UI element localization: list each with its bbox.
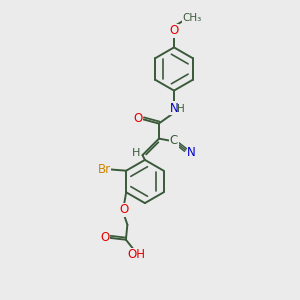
Text: C: C: [170, 134, 178, 148]
Text: O: O: [134, 112, 142, 125]
Text: N: N: [169, 101, 178, 115]
Text: CH₃: CH₃: [182, 13, 202, 23]
Text: N: N: [187, 146, 196, 159]
Text: O: O: [119, 203, 128, 216]
Text: H: H: [177, 104, 184, 114]
Text: O: O: [169, 24, 178, 38]
Text: H: H: [132, 148, 140, 158]
Text: O: O: [100, 231, 110, 244]
Text: OH: OH: [127, 248, 145, 261]
Text: Br: Br: [98, 163, 111, 176]
